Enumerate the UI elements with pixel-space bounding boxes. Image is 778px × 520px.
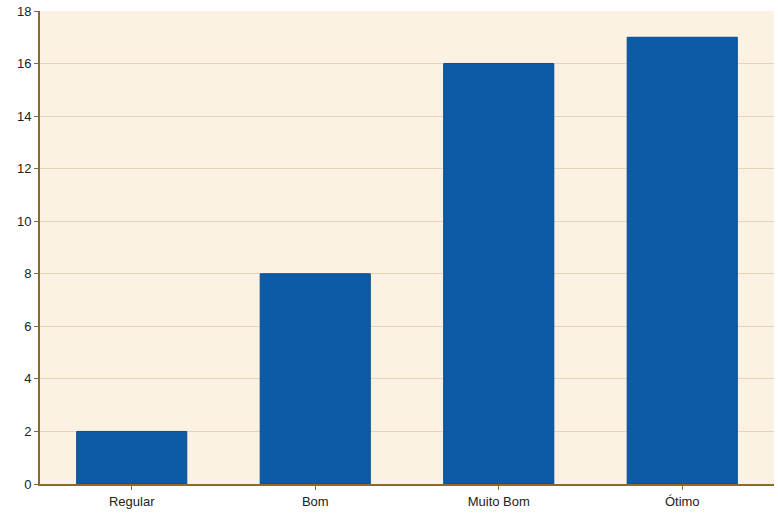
svg-text:6: 6 (24, 319, 31, 334)
svg-text:2: 2 (24, 424, 31, 439)
svg-text:14: 14 (17, 109, 31, 124)
svg-text:10: 10 (17, 214, 31, 229)
svg-text:12: 12 (17, 161, 31, 176)
svg-text:Bom: Bom (302, 494, 329, 509)
svg-text:Ótimo: Ótimo (665, 494, 700, 509)
svg-text:Regular: Regular (109, 494, 155, 509)
svg-text:0: 0 (24, 477, 31, 492)
svg-text:4: 4 (24, 371, 31, 386)
svg-text:18: 18 (17, 4, 31, 19)
svg-text:8: 8 (24, 266, 31, 281)
svg-text:Muito Bom: Muito Bom (468, 494, 530, 509)
svg-text:16: 16 (17, 56, 31, 71)
